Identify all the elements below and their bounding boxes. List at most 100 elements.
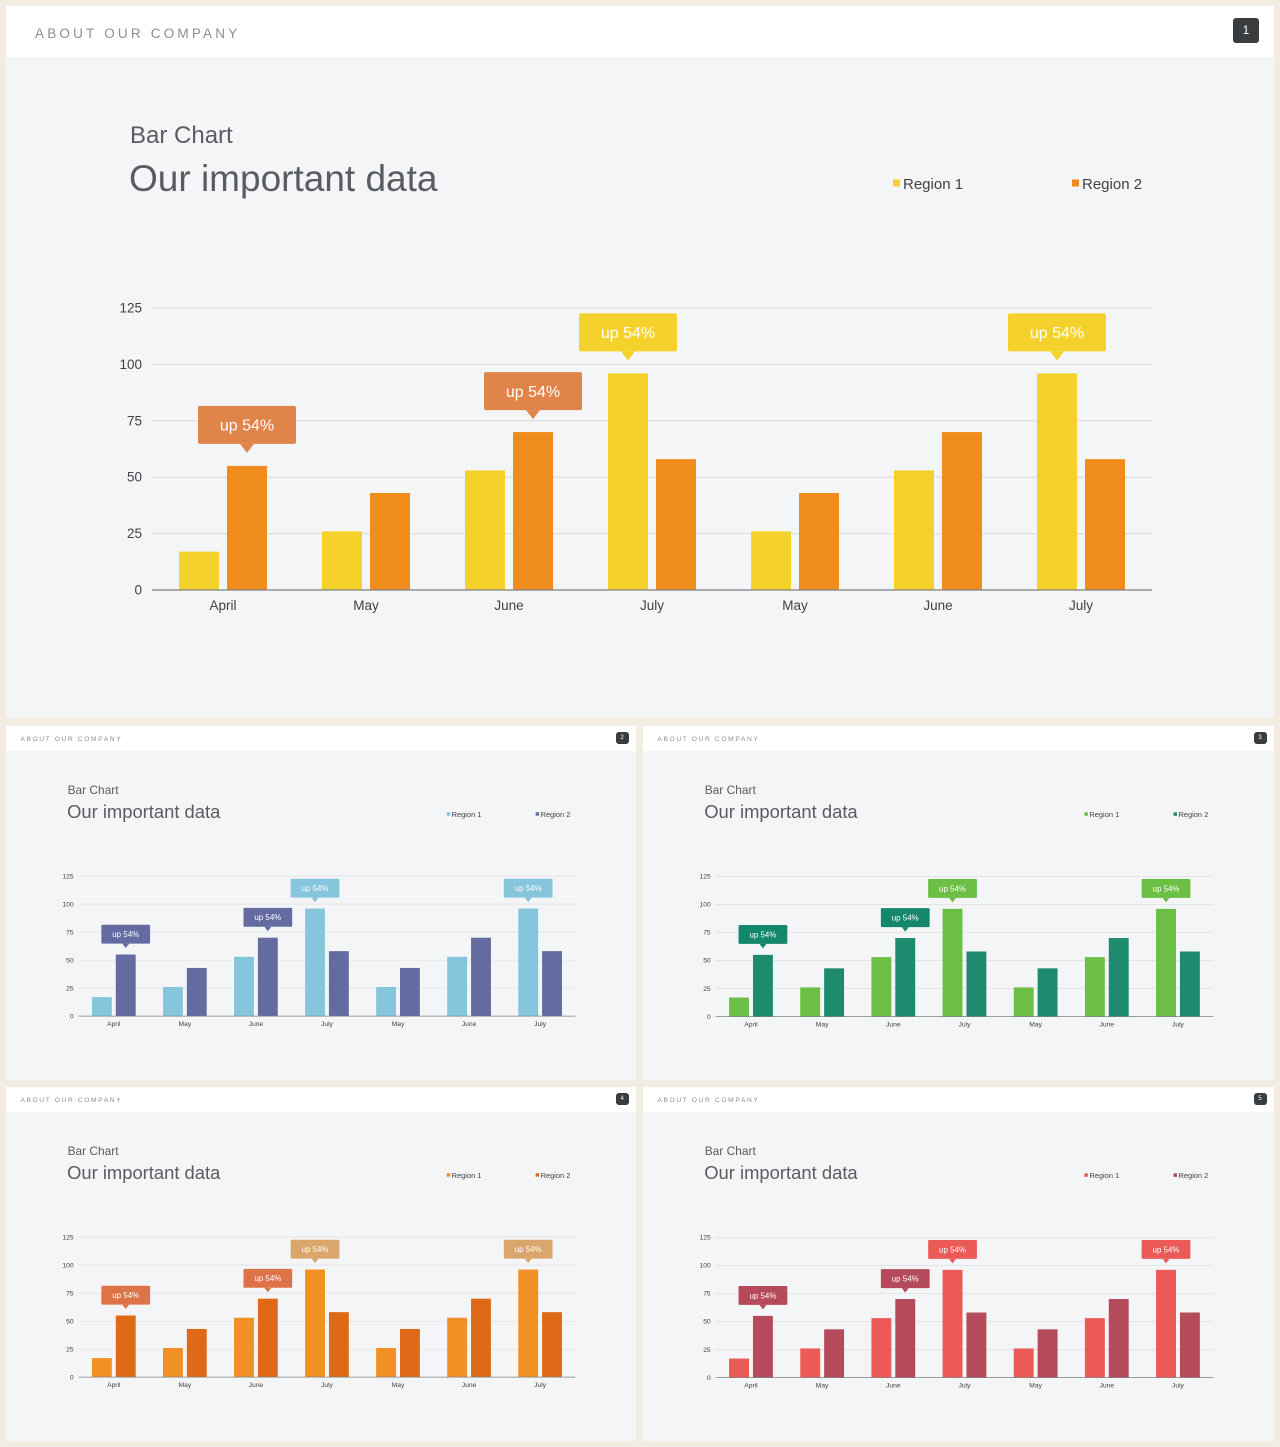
chart-title: Our important data xyxy=(704,1162,858,1183)
bar-series2-6 xyxy=(1179,1312,1200,1378)
legend-label: Region 2 xyxy=(1082,176,1142,193)
legend-label: Region 2 xyxy=(541,1171,571,1180)
page-number-badge: 5 xyxy=(1253,1092,1267,1106)
callout-annotation: up 54% xyxy=(1141,878,1191,903)
legend-item-1: Region 1 xyxy=(1084,1171,1119,1180)
legend-label: Region 1 xyxy=(452,810,482,819)
x-tick-label: April xyxy=(744,1383,758,1390)
y-tick-label: 0 xyxy=(134,583,142,598)
callout-text: up 54% xyxy=(749,1291,776,1300)
slide-1: ABOUT OUR COMPANY 1 Bar Chart Our important… xyxy=(6,6,1274,718)
y-tick-label: 25 xyxy=(127,526,142,541)
bar-series1-1 xyxy=(800,1348,821,1378)
slide-2: ABOUT OUR COMPANY 2 Bar Chart Our important… xyxy=(6,726,636,1080)
callout-text: up 54% xyxy=(1030,325,1084,342)
bar-series2-3 xyxy=(656,459,696,590)
y-tick-label: 75 xyxy=(66,929,74,936)
x-tick-label: July xyxy=(640,598,664,613)
bar-series1-3 xyxy=(305,908,325,1017)
x-tick-label: June xyxy=(249,1382,264,1389)
callout-text: up 54% xyxy=(254,913,281,922)
bar-series1-4 xyxy=(1013,987,1034,1017)
bar-series2-2 xyxy=(895,1299,916,1378)
y-tick-label: 100 xyxy=(62,901,73,908)
bar-series2-5 xyxy=(942,432,982,590)
callout-text: up 54% xyxy=(601,325,655,342)
chart-title: Our important data xyxy=(704,801,858,822)
callout-annotation: up 54% xyxy=(738,1286,788,1310)
bar-series2-6 xyxy=(542,951,562,1017)
callout-text: up 54% xyxy=(515,884,542,893)
slide-header: ABOUT OUR COMPANY 1 xyxy=(6,6,1274,57)
bar-series1-0 xyxy=(729,997,749,1017)
callout-annotation: up 54% xyxy=(503,1239,553,1264)
bar-series2-2 xyxy=(513,432,553,590)
legend-swatch xyxy=(535,1173,540,1177)
bar-series2-3 xyxy=(966,951,987,1017)
legend-label: Region 2 xyxy=(1178,810,1208,819)
legend-label: Region 1 xyxy=(1089,1171,1119,1180)
chart-subtitle: Bar Chart xyxy=(705,783,757,797)
callout-annotation: up 54% xyxy=(738,925,788,949)
slide-header: ABOUT OUR COMPANY 5 xyxy=(643,1087,1274,1113)
bar-series1-3 xyxy=(942,1269,963,1378)
bar-series1-4 xyxy=(376,987,397,1017)
y-tick-label: 25 xyxy=(703,1347,711,1354)
bar-series1-0 xyxy=(91,1358,112,1378)
y-tick-label: 0 xyxy=(70,1374,74,1381)
x-tick-label: July xyxy=(1172,1022,1185,1029)
y-tick-label: 75 xyxy=(703,1291,711,1298)
bar-series1-5 xyxy=(1084,1318,1105,1378)
bar-series1-2 xyxy=(871,957,892,1017)
page-number-badge: 3 xyxy=(1253,731,1267,745)
bar-series1-1 xyxy=(800,987,821,1017)
x-tick-label: May xyxy=(179,1021,192,1028)
page-number-badge: 4 xyxy=(615,1092,629,1106)
legend-swatch xyxy=(1173,812,1177,816)
callout-text: up 54% xyxy=(892,913,919,922)
callout-annotation: up 54% xyxy=(198,405,296,453)
callout-text: up 54% xyxy=(302,884,329,893)
bar-series2-3 xyxy=(328,1312,349,1378)
bar-series2-0 xyxy=(115,954,136,1017)
bar-series1-1 xyxy=(163,1348,183,1378)
legend-item-1: Region 1 xyxy=(446,810,482,819)
bar-series2-5 xyxy=(1108,1299,1129,1378)
bar-series2-3 xyxy=(328,951,349,1017)
x-tick-label: June xyxy=(249,1021,264,1028)
x-tick-label: July xyxy=(534,1382,547,1389)
x-tick-label: May xyxy=(1029,1022,1042,1029)
y-tick-label: 50 xyxy=(703,958,711,965)
y-tick-label: 75 xyxy=(66,1290,74,1297)
callout-text: up 54% xyxy=(515,1245,542,1254)
callout-annotation: up 54% xyxy=(101,1285,151,1310)
x-tick-label: June xyxy=(886,1022,901,1029)
callout-annotation: up 54% xyxy=(290,1239,340,1264)
section-heading: ABOUT OUR COMPANY xyxy=(657,735,760,743)
section-heading: ABOUT OUR COMPANY xyxy=(657,1096,760,1104)
x-tick-label: April xyxy=(744,1022,758,1029)
section-heading: ABOUT OUR COMPANY xyxy=(35,25,241,41)
legend-swatch xyxy=(893,179,900,187)
callout-text: up 54% xyxy=(1153,884,1180,893)
bar-series1-2 xyxy=(234,956,254,1017)
legend-swatch xyxy=(1173,1173,1177,1177)
bar-series1-4 xyxy=(1013,1348,1034,1378)
bar-series2-2 xyxy=(895,938,916,1017)
callout-text: up 54% xyxy=(1153,1245,1180,1254)
legend-swatch xyxy=(446,1173,451,1177)
callout-text: up 54% xyxy=(939,884,966,893)
x-tick-label: June xyxy=(1100,1383,1115,1390)
y-tick-label: 125 xyxy=(62,1234,73,1241)
bar-series2-4 xyxy=(399,1328,420,1378)
x-tick-label: May xyxy=(782,598,808,613)
callout-annotation: up 54% xyxy=(1008,313,1106,361)
slide-header: ABOUT OUR COMPANY 2 xyxy=(6,726,636,752)
callout-text: up 54% xyxy=(112,1291,139,1300)
slide-3: ABOUT OUR COMPANY 3 Bar Chart Our important… xyxy=(643,726,1274,1080)
x-tick-label: May xyxy=(1029,1383,1042,1390)
bar-chart: Bar Chart Our important data Region 1 Regio… xyxy=(699,783,1214,1029)
bar-series1-6 xyxy=(1037,373,1077,590)
y-tick-label: 125 xyxy=(699,874,710,881)
x-tick-label: April xyxy=(107,1021,121,1028)
